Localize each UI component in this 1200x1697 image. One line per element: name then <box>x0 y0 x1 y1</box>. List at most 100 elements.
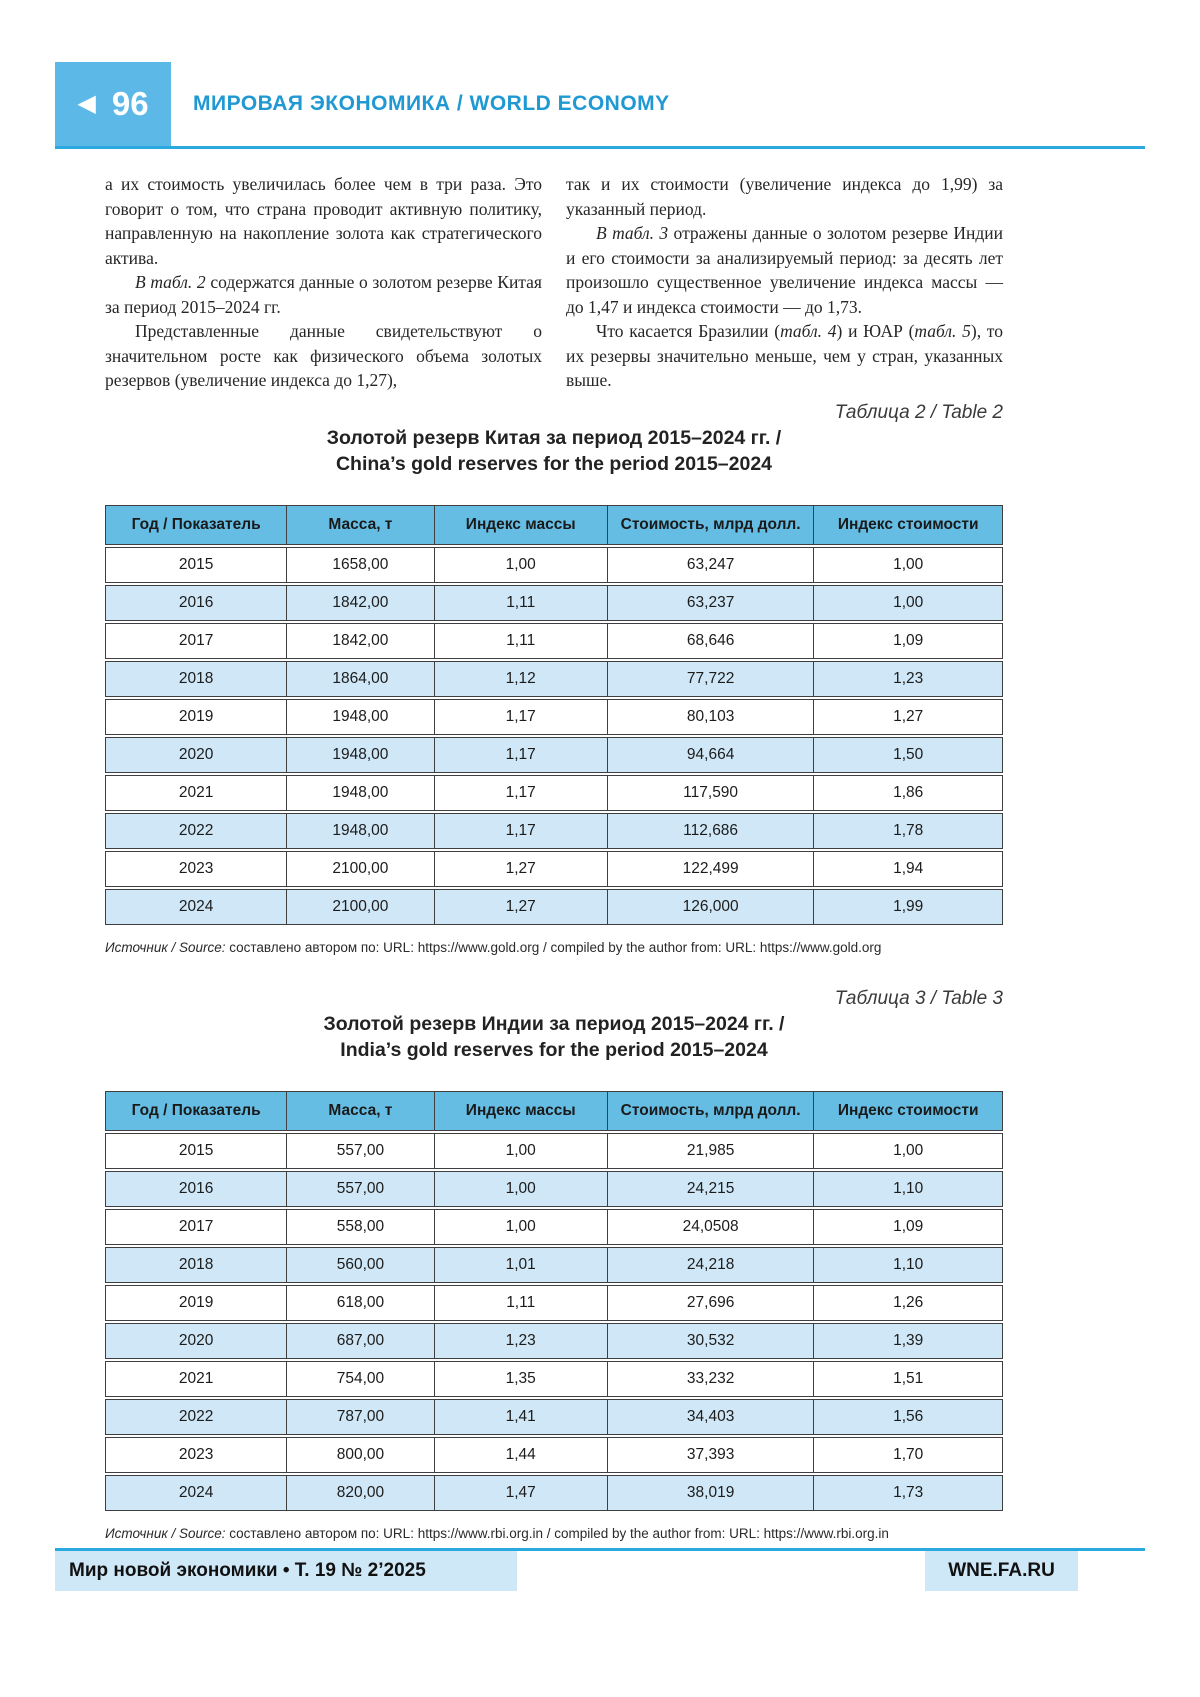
header-rule <box>55 146 1145 149</box>
table-cell: 1,01 <box>434 1246 608 1283</box>
table-cell: 37,393 <box>607 1436 815 1473</box>
table-cell: 1,86 <box>814 774 1003 811</box>
table-cell: 2019 <box>105 1284 288 1321</box>
table-cell: 2015 <box>105 1132 288 1169</box>
table-row: 2024 2100,00 1,27 126,000 1,99 <box>105 888 1003 925</box>
table-cell: 1,27 <box>434 850 608 887</box>
footer-site-text: WNE.FA.RU <box>948 1560 1055 1581</box>
table-cell: 1,11 <box>434 584 608 621</box>
table-cell: 1,56 <box>814 1398 1003 1435</box>
table-source: Источник / Source: составлено автором по… <box>105 939 1003 957</box>
text-run: а их стоимость увеличилась более чем в т… <box>105 174 542 268</box>
table-cell: 117,590 <box>607 774 815 811</box>
table-cell: 1,00 <box>814 584 1003 621</box>
table-cell: 1,17 <box>434 698 608 735</box>
table-row: 2020 1948,00 1,17 94,664 1,50 <box>105 736 1003 773</box>
table-title-ru: Золотой резерв Индии за период 2015–2024… <box>323 1012 785 1035</box>
table-row: 2016 557,00 1,00 24,215 1,10 <box>105 1170 1003 1207</box>
table-cell: 1,70 <box>814 1436 1003 1473</box>
footer-journal-text: Мир новой экономики • Т. 19 № 2’2025 <box>69 1560 426 1581</box>
text-run: так и их стоимости (увеличение индекса д… <box>566 174 1003 219</box>
footer-journal-box: Мир новой экономики • Т. 19 № 2’2025 <box>55 1551 517 1591</box>
text-run: отражены данные о золотом резерве Индии … <box>566 223 1003 317</box>
paragraph: а их стоимость увеличилась более чем в т… <box>105 172 542 270</box>
text-run: Представленные данные свидетельствуют о … <box>105 321 542 390</box>
table-row: 2022 787,00 1,41 34,403 1,56 <box>105 1398 1003 1435</box>
table-cell: 2100,00 <box>287 888 435 925</box>
table-cell: 2024 <box>105 1474 288 1511</box>
table-cell: 68,646 <box>607 622 815 659</box>
table-row: 2021 1948,00 1,17 117,590 1,86 <box>105 774 1003 811</box>
text-run: В табл. 2 <box>135 272 206 292</box>
table-cell: 1,00 <box>814 546 1003 583</box>
table-cell: 1,00 <box>434 1208 608 1245</box>
text-run: составлено автором по: URL: https://www.… <box>225 939 882 955</box>
table-cell: 2020 <box>105 736 288 773</box>
table-cell: 1,00 <box>434 1170 608 1207</box>
table-cell: 2021 <box>105 1360 288 1397</box>
column-header: Год / Показатель <box>105 504 288 545</box>
table-cell: 1,10 <box>814 1246 1003 1283</box>
table-row: 2018 560,00 1,01 24,218 1,10 <box>105 1246 1003 1283</box>
table-cell: 122,499 <box>607 850 815 887</box>
table-caption: Таблица 2 / Table 2 <box>834 401 1003 423</box>
table-row: 2019 1948,00 1,17 80,103 1,27 <box>105 698 1003 735</box>
table-cell: 2021 <box>105 774 288 811</box>
table-cell: 1,35 <box>434 1360 608 1397</box>
table-cell: 2016 <box>105 1170 288 1207</box>
table-cell: 1842,00 <box>287 622 435 659</box>
table-cell: 1,09 <box>814 622 1003 659</box>
text-run: Источник / Source: <box>105 939 226 955</box>
article-column-right: так и их стоимости (увеличение индекса д… <box>566 172 1003 393</box>
table-title-en: India’s gold reserves for the period 201… <box>340 1038 768 1061</box>
gold-table-india: Год / Показатель Масса, т Индекс массы Стои… <box>105 1089 1003 1513</box>
table-cell: 1,78 <box>814 812 1003 849</box>
gold-table-china: Год / Показатель Масса, т Индекс массы Стои… <box>105 503 1003 927</box>
text-run: Источник / Source: <box>105 1525 226 1541</box>
table-cell: 1,10 <box>814 1170 1003 1207</box>
table-cell: 754,00 <box>287 1360 435 1397</box>
paragraph: В табл. 2 содержатся данные о золотом ре… <box>105 270 542 319</box>
table-cell: 34,403 <box>607 1398 815 1435</box>
table-row: 2015 557,00 1,00 21,985 1,00 <box>105 1132 1003 1169</box>
section-title: МИРОВАЯ ЭКОНОМИКА / WORLD ECONOMY <box>193 92 670 115</box>
column-header: Индекс массы <box>434 1090 608 1131</box>
text-run: табл. 4 <box>780 321 837 341</box>
table-cell: 787,00 <box>287 1398 435 1435</box>
table-row: 2021 754,00 1,35 33,232 1,51 <box>105 1360 1003 1397</box>
paragraph: В табл. 3 отражены данные о золотом резе… <box>566 221 1003 319</box>
table-caption: Таблица 3 / Table 3 <box>834 987 1003 1009</box>
table-cell: 1,44 <box>434 1436 608 1473</box>
table-cell: 1,12 <box>434 660 608 697</box>
footer-site-box: WNE.FA.RU <box>925 1551 1078 1591</box>
table-cell: 1948,00 <box>287 736 435 773</box>
column-header: Индекс стоимости <box>814 504 1003 545</box>
table-cell: 1658,00 <box>287 546 435 583</box>
table-cell: 560,00 <box>287 1246 435 1283</box>
table-header-row: Год / Показатель Масса, т Индекс массы Стои… <box>105 1090 1003 1131</box>
table-cell: 24,0508 <box>607 1208 815 1245</box>
table-cell: 77,722 <box>607 660 815 697</box>
text-run: ) и ЮАР ( <box>836 321 915 341</box>
table-cell: 557,00 <box>287 1170 435 1207</box>
table-row: 2022 1948,00 1,17 112,686 1,78 <box>105 812 1003 849</box>
text-run: табл. 5 <box>914 321 971 341</box>
table-cell: 24,215 <box>607 1170 815 1207</box>
article-columns: а их стоимость увеличилась более чем в т… <box>105 172 1003 393</box>
table-cell: 1,39 <box>814 1322 1003 1359</box>
table-cell: 1,23 <box>814 660 1003 697</box>
table-block-india: Таблица 3 / Table 3 Золотой резерв Индии… <box>105 987 1003 1543</box>
column-header: Индекс стоимости <box>814 1090 1003 1131</box>
table-row: 2018 1864,00 1,12 77,722 1,23 <box>105 660 1003 697</box>
table-cell: 800,00 <box>287 1436 435 1473</box>
table-row: 2023 800,00 1,44 37,393 1,70 <box>105 1436 1003 1473</box>
text-run: составлено автором по: URL: https://www.… <box>225 1525 889 1541</box>
table-cell: 2019 <box>105 698 288 735</box>
table-cell: 1864,00 <box>287 660 435 697</box>
table-cell: 1948,00 <box>287 774 435 811</box>
table-row: 2016 1842,00 1,11 63,237 1,00 <box>105 584 1003 621</box>
table-cell: 1,11 <box>434 1284 608 1321</box>
paragraph: Представленные данные свидетельствуют о … <box>105 319 542 393</box>
table-cell: 1,73 <box>814 1474 1003 1511</box>
table-cell: 1,47 <box>434 1474 608 1511</box>
